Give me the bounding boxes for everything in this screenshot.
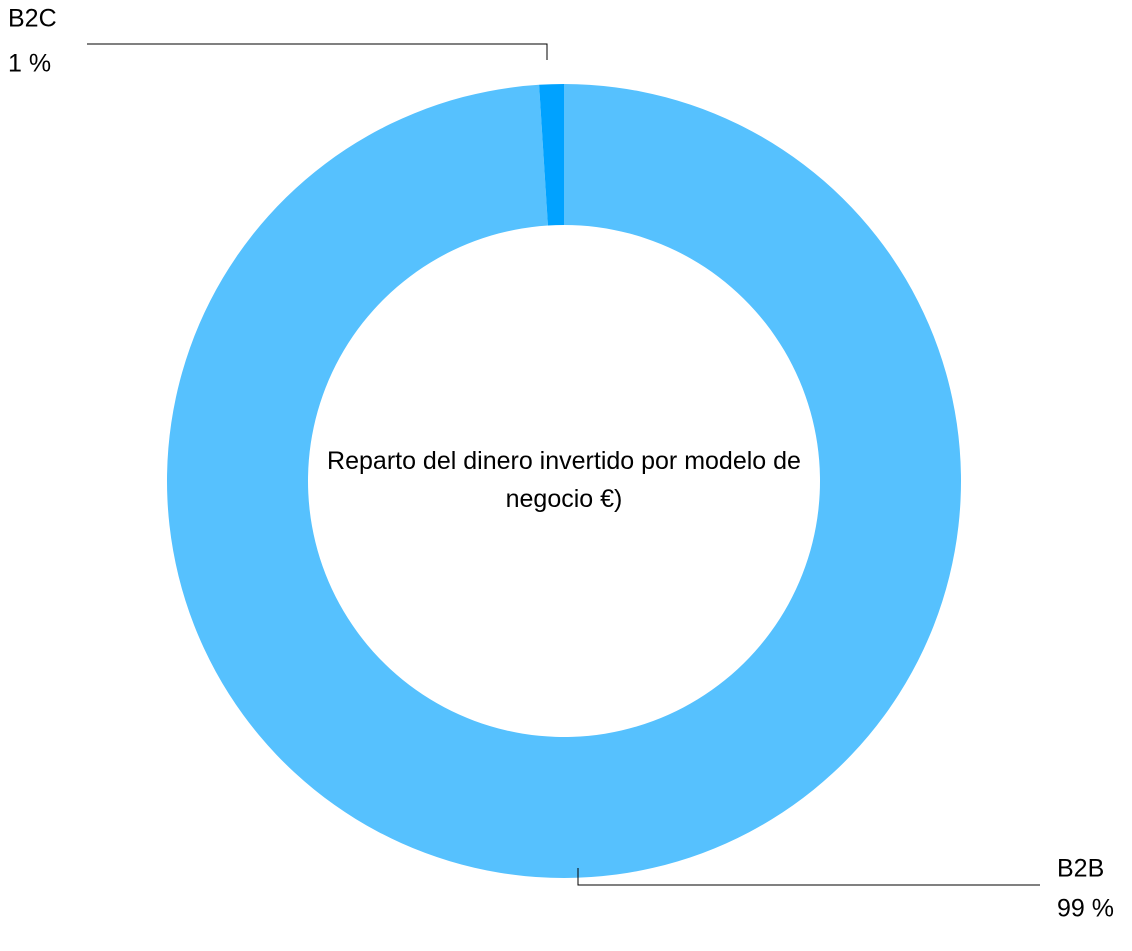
chart-title: Reparto del dinero invertido por modelo … [327,447,801,513]
slice-label: B2C [8,5,57,33]
leader-line [577,868,1040,886]
donut-slice [539,84,564,226]
slice-label: B2B [1057,855,1104,883]
leader-line [87,43,548,60]
slice-value-label: 99 % [1057,895,1114,923]
donut-slice [166,84,961,879]
slice-value-label: 1 % [8,50,51,78]
